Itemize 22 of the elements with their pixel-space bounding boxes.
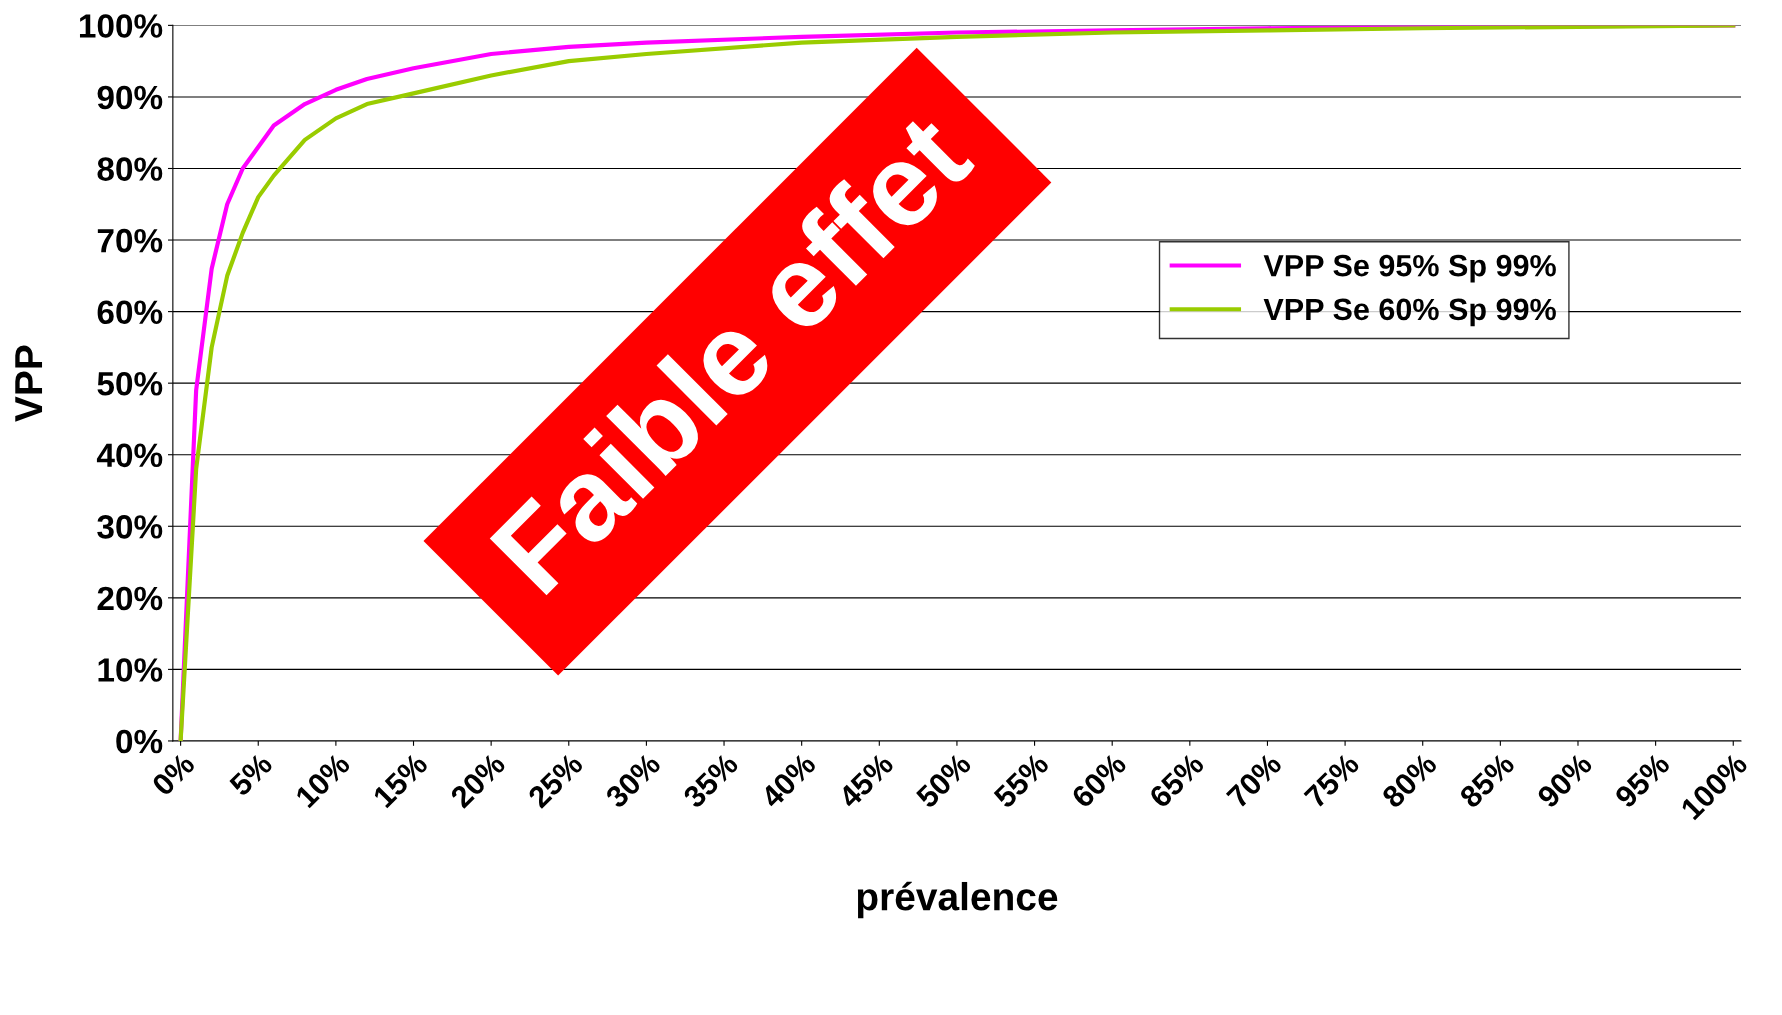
y-tick-label: 90% (97, 85, 163, 110)
x-tick-label: 45% (837, 751, 895, 810)
y-tick-label: 10% (98, 658, 163, 682)
x-tick-label: 60% (1070, 751, 1128, 809)
x-tick-label: 40% (759, 751, 817, 810)
y-tick-label: 60% (97, 300, 163, 325)
x-tick-label: 5% (228, 751, 274, 798)
y-tick-label: 100% (79, 14, 163, 38)
line-series (178, 25, 1736, 741)
y-tick-label: 70% (97, 228, 163, 253)
y-tick-label: 0% (116, 729, 163, 754)
x-tick-label: 65% (1147, 751, 1206, 809)
y-tick-label: 30% (97, 515, 163, 539)
legend-label: VPP Se 60% Sp 99% (1263, 298, 1556, 327)
y-tick-label: 40% (96, 443, 163, 468)
x-tick-label: 70% (1225, 751, 1283, 809)
y-tick-label: 50% (97, 371, 163, 396)
y-tick-label: 20% (97, 586, 163, 611)
legend-label: VPP Se 95% Sp 99% (1263, 254, 1556, 283)
y-axis-title: VPP (15, 345, 43, 422)
y-tick-label: 80% (97, 157, 163, 181)
x-axis-title: prévalence (857, 881, 1058, 919)
